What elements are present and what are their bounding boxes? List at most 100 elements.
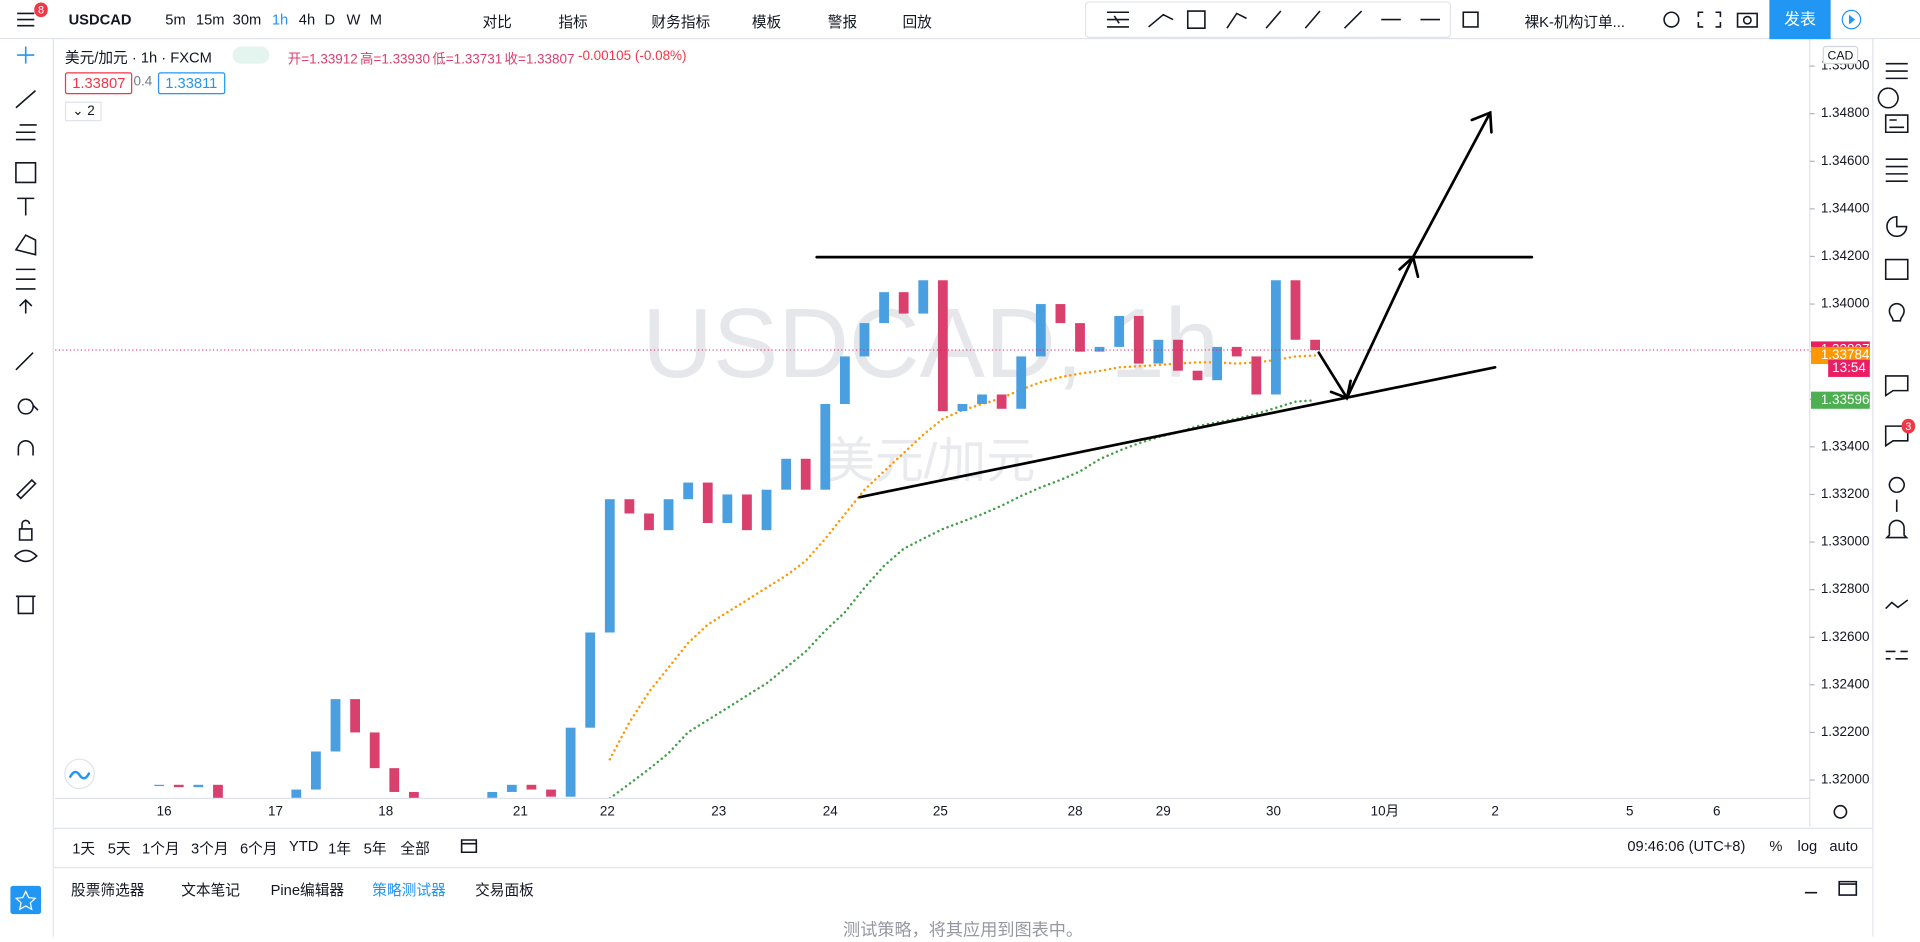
interval[interactable]: W [346, 11, 361, 29]
interval[interactable]: 5m [165, 11, 186, 29]
candle [350, 699, 361, 733]
candle [487, 791, 498, 799]
candle [448, 809, 458, 814]
x-tick-label: 24 [823, 803, 838, 818]
symbol[interactable]: USDCAD [68, 11, 132, 29]
clock: 09:46:06 (UTC+8) [1627, 837, 1746, 855]
candle [1173, 339, 1183, 371]
candle [389, 768, 400, 792]
range-button[interactable]: 3个月 [191, 840, 229, 858]
settings-icon[interactable] [1833, 804, 1848, 819]
sidebar-icons[interactable] [1873, 39, 1920, 921]
ohlc-value: 低=1.33731 [432, 52, 503, 68]
ohlc-value: 收=1.33807 [504, 52, 575, 68]
x-tick-label: 29 [1156, 803, 1171, 818]
toolbar-icons[interactable] [1660, 9, 1782, 31]
scale-option[interactable]: log [1797, 837, 1818, 855]
projection-arrow [1317, 111, 1492, 401]
candle [1290, 280, 1301, 340]
interval[interactable]: 30m [232, 11, 262, 29]
toolbar-button[interactable]: 回放 [902, 13, 932, 31]
x-tick-label: 18 [378, 803, 393, 818]
y-tick-label: 1.33000 [1821, 534, 1870, 549]
candle [996, 394, 1007, 409]
range-button[interactable]: 全部 [400, 840, 430, 858]
candle [1231, 346, 1242, 357]
panel-tab[interactable]: Pine编辑器 [270, 881, 345, 899]
range-button[interactable]: 1天 [72, 840, 96, 858]
price-badge-label: 1.33784 [1821, 347, 1870, 362]
candle [702, 482, 713, 524]
candle [820, 404, 831, 490]
candle [781, 458, 792, 490]
candle [429, 809, 439, 814]
candle [683, 482, 694, 500]
candle [526, 784, 537, 790]
scale-option[interactable]: auto [1829, 837, 1858, 855]
interval[interactable]: 15m [195, 11, 225, 29]
drawing-tools[interactable] [0, 39, 53, 627]
scale-option[interactable]: % [1769, 837, 1783, 855]
notification-badge: 8 [34, 2, 48, 18]
panel-controls[interactable] [1793, 878, 1866, 898]
currency-box [1822, 45, 1859, 65]
chat-badge: 3 [1901, 418, 1916, 434]
candle [1055, 304, 1066, 324]
range-button[interactable]: 1年 [328, 840, 352, 858]
panel-tab[interactable]: 策略测试器 [372, 881, 446, 899]
play-icon[interactable] [1840, 9, 1862, 31]
ask[interactable]: 1.33811 [157, 72, 225, 95]
y-tick-label: 1.32800 [1821, 581, 1870, 596]
candle [506, 784, 517, 792]
panel-tab[interactable]: 文本笔记 [181, 881, 241, 899]
x-tick-label: 10月 [1371, 803, 1399, 818]
right-sidebar: 3 [1872, 39, 1920, 937]
toolbar-button[interactable]: 指标 [558, 13, 588, 31]
candle [1133, 315, 1144, 364]
plot-area [55, 280, 1810, 814]
candle [330, 699, 341, 752]
x-tick-label: 25 [933, 803, 948, 818]
toolbar-button[interactable]: 警报 [827, 13, 858, 31]
bid[interactable]: 1.33807 [64, 72, 133, 95]
bottom-toolbar: 1天 5天 1个月 3个月 6个月 YTD 1年 5年 全部 09:46:06 (UTC+8) … [53, 827, 1873, 864]
indicators-toggle[interactable]: ⌄ 2 [64, 101, 103, 122]
toolbar-button[interactable]: 财务指标 [651, 13, 711, 31]
candle [311, 751, 321, 790]
x-tick-label: 2 [1491, 803, 1498, 818]
range-button[interactable]: 5年 [363, 840, 387, 858]
y-tick-label: 1.34000 [1821, 296, 1870, 311]
range-button[interactable]: 6个月 [240, 840, 278, 858]
shape-icon[interactable] [1461, 10, 1481, 30]
menu-icon[interactable] [15, 10, 37, 30]
y-tick-label: 1.33200 [1821, 486, 1870, 501]
candle [173, 784, 184, 788]
candle [233, 804, 243, 809]
currency: CAD [1827, 49, 1853, 63]
panel-tab[interactable]: 交易面板 [475, 881, 534, 899]
date-range-icon[interactable] [459, 836, 479, 856]
ohlc-value: -0.00105 (-0.08%) [577, 48, 687, 64]
panel-tab[interactable]: 股票筛选器 [71, 881, 145, 899]
y-tick-label: 1.32600 [1821, 629, 1870, 644]
candle [193, 784, 204, 788]
ohlc-value: 高=1.33930 [360, 52, 431, 68]
interval[interactable]: 1h [271, 11, 289, 29]
price-badge-label: 1.33596 [1821, 392, 1870, 407]
range-button[interactable]: 1个月 [142, 840, 180, 858]
candle [1212, 346, 1223, 381]
y-tick-label: 1.32200 [1821, 724, 1870, 739]
x-tick-label: 28 [1068, 803, 1083, 818]
arrow-head [1329, 379, 1352, 400]
range-button[interactable]: 5天 [107, 840, 131, 858]
toolbar-button[interactable]: 模板 [751, 13, 782, 31]
range-button[interactable]: YTD [288, 837, 319, 855]
publish-button[interactable]: 发表 [1769, 0, 1831, 40]
template-name[interactable]: 裸K-机构订单... [1524, 13, 1625, 31]
interval[interactable]: D [324, 11, 336, 29]
toolbar-button[interactable]: 对比 [482, 13, 512, 31]
interval[interactable]: 4h [298, 11, 316, 29]
interval[interactable]: M [369, 11, 383, 29]
favorites[interactable] [10, 885, 42, 918]
